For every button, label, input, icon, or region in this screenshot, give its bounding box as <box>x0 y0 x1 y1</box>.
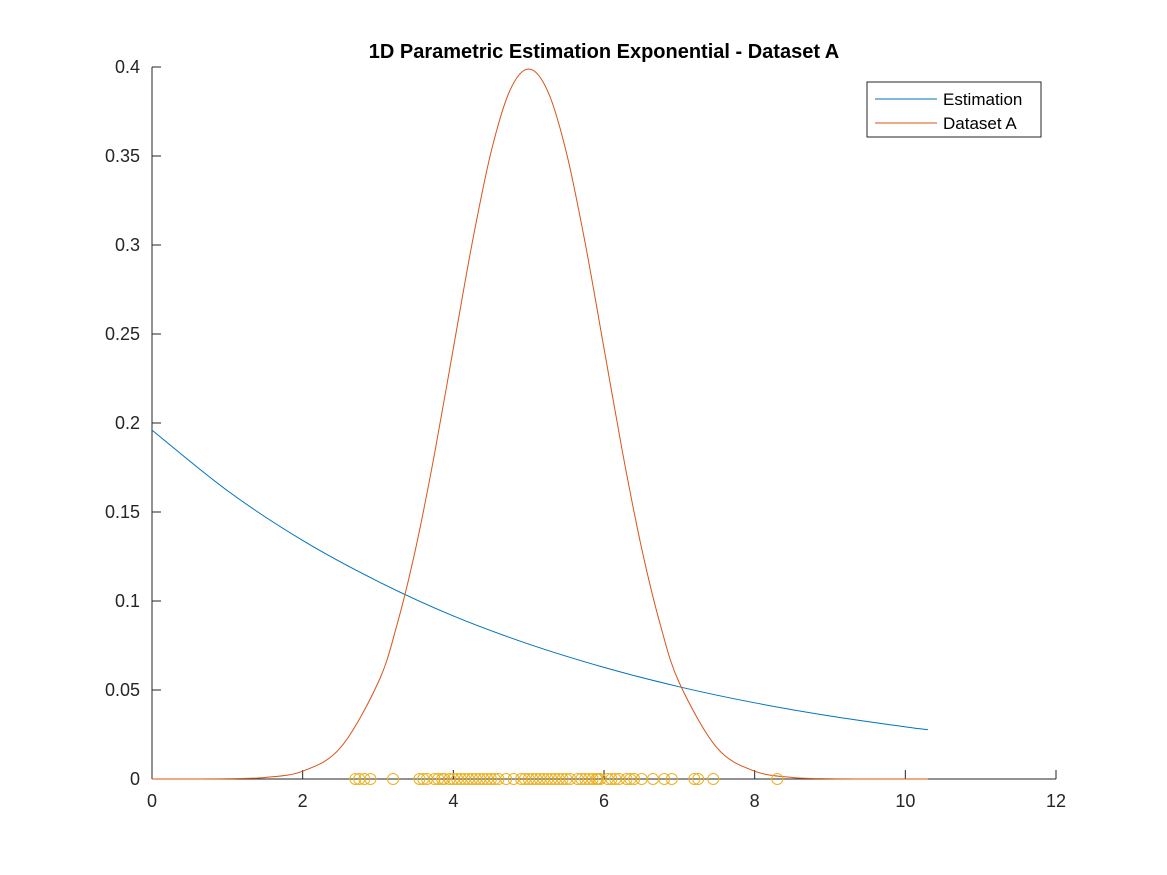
y-axis-ticks: 0 0.05 0.1 0.15 0.2 0.25 0.3 0.35 0.4 <box>105 57 161 789</box>
series-layer <box>151 68 928 780</box>
y-tick-label: 0.1 <box>115 591 140 611</box>
y-tick-label: 0.3 <box>115 235 140 255</box>
sample-point <box>556 773 569 785</box>
sample-point <box>707 773 720 785</box>
y-tick-label: 0.35 <box>105 146 140 166</box>
sample-point <box>692 773 705 785</box>
x-tick-label: 8 <box>750 791 760 811</box>
sample-point <box>665 773 678 785</box>
y-tick-label: 0.25 <box>105 324 140 344</box>
sample-point <box>358 773 371 785</box>
sample-point <box>771 773 784 785</box>
y-tick-label: 0.4 <box>115 57 140 77</box>
chart-title: 1D Parametric Estimation Exponential - D… <box>369 41 840 63</box>
x-tick-label: 12 <box>1046 791 1066 811</box>
x-axis-ticks: 0 2 4 6 8 10 12 <box>147 770 1066 811</box>
sample-point <box>628 773 641 785</box>
legend-label: Estimation <box>943 90 1022 109</box>
sample-point <box>620 773 633 785</box>
sample-point <box>349 773 362 785</box>
sample-point <box>413 773 426 785</box>
series-line-dataset-a <box>151 68 928 780</box>
sample-point <box>438 773 451 785</box>
series-line-estimation <box>151 429 928 731</box>
sample-point <box>364 773 377 785</box>
sample-point <box>658 773 671 785</box>
sample-point <box>605 773 618 785</box>
sample-point <box>586 773 599 785</box>
sample-point <box>485 773 497 785</box>
sample-point <box>492 773 505 785</box>
y-tick-label: 0.2 <box>115 413 140 433</box>
x-tick-label: 0 <box>147 791 157 811</box>
sample-point <box>387 773 400 785</box>
sample-point <box>500 773 513 785</box>
y-tick-label: 0.15 <box>105 502 140 522</box>
sample-point <box>428 773 441 785</box>
x-tick-label: 6 <box>599 791 609 811</box>
legend-label: Dataset A <box>943 114 1017 133</box>
legend-box <box>866 81 1042 138</box>
y-tick-label: 0.05 <box>105 680 140 700</box>
sample-markers <box>349 773 784 785</box>
sample-point <box>688 773 701 785</box>
plot-area: 0 2 4 6 8 10 12 0 0.05 0.1 0.15 0.2 0.25 0.3 0.35 0.4 <box>105 57 1066 811</box>
x-tick-label: 4 <box>448 791 458 811</box>
legend: Estimation Dataset A <box>866 81 1042 138</box>
y-tick-label: 0 <box>130 769 140 789</box>
x-tick-label: 10 <box>895 791 915 811</box>
x-tick-label: 2 <box>298 791 308 811</box>
